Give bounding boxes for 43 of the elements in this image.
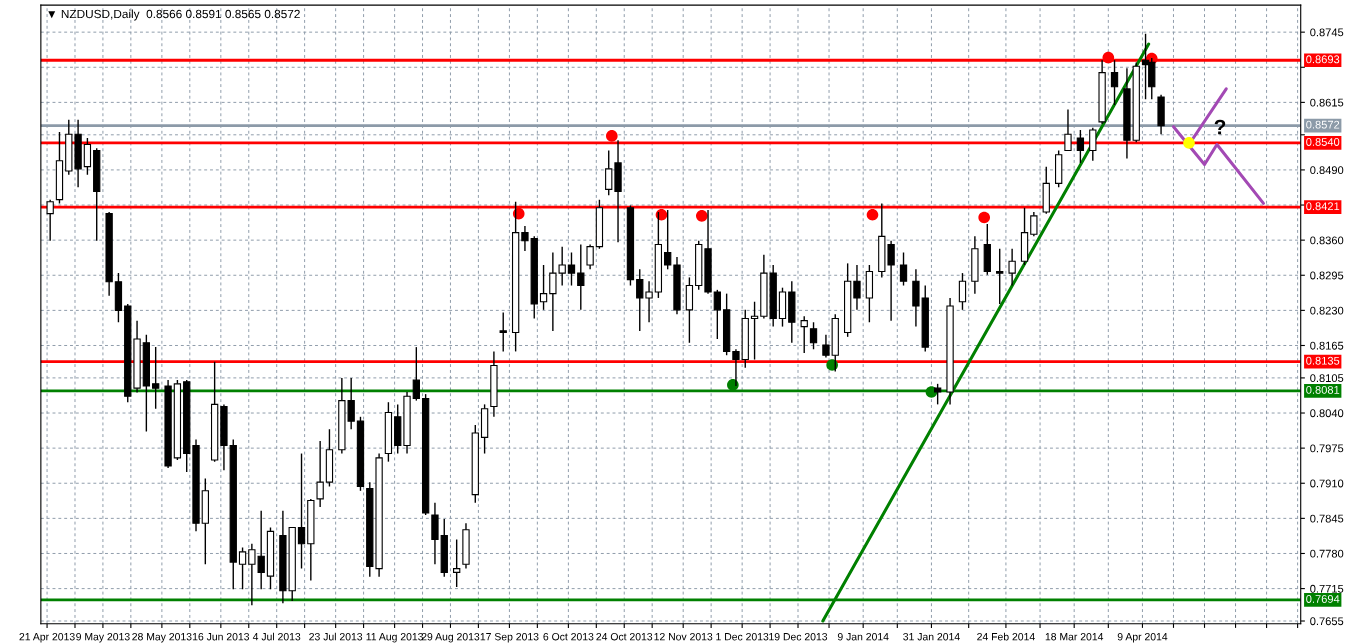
x-tick-label: 4 Jul 2013 [252,632,301,641]
x-tick-label: 24 Feb 2014 [977,632,1035,641]
y-tick-label: 0.7715 [1310,584,1344,593]
y-tick-label: 0.8745 [1310,28,1344,37]
y-tick-label: 0.8165 [1310,341,1344,350]
ref-line-label: 0.8572 [1306,120,1340,129]
x-tick-label: 28 May 2013 [132,633,192,643]
x-tick-label: 19 Dec 2013 [769,633,828,641]
ref-line-label: 0.8081 [1306,385,1340,394]
y-tick-label: 0.7655 [1310,617,1344,626]
x-tick-label: 31 Jan 2014 [903,633,960,641]
ref-line-label: 0.8421 [1306,202,1340,211]
x-tick-label: 18 Mar 2014 [1045,633,1104,641]
x-tick-label: 16 Jun 2013 [192,633,250,641]
y-tick-label: 0.8615 [1310,98,1344,107]
x-tick-label: 12 Nov 2013 [654,633,713,641]
ref-line-label: 0.8693 [1306,55,1340,64]
chart-title: ▼ NZDUSD,Daily 0.8566 0.8591 0.8565 0.8572 [48,9,300,21]
y-tick-label: 0.8105 [1310,374,1344,383]
y-tick-label: 0.7910 [1310,479,1344,488]
x-tick-label: 9 Apr 2014 [1117,633,1168,643]
y-tick-label: 0.8230 [1310,306,1344,315]
x-tick-label: 9 Jan 2014 [837,633,889,641]
x-tick-label: 9 May 2013 [76,633,130,643]
x-tick-label: 6 Oct 2013 [543,633,594,641]
x-tick-label: 24 Oct 2013 [596,633,653,641]
ref-line-label: 0.8540 [1306,138,1340,146]
annotation: ? [1214,119,1226,135]
y-tick-label: 0.8295 [1310,271,1344,280]
x-tick-label: 23 Jul 2013 [309,632,363,641]
y-tick-label: 0.7845 [1310,514,1344,523]
y-tick-label: 0.8360 [1310,236,1344,245]
y-tick-label: 0.7975 [1310,444,1344,453]
x-tick-label: 1 Dec 2013 [716,633,769,641]
x-tick-label: 17 Sep 2013 [480,633,539,643]
ref-line-label: 0.7694 [1306,595,1340,603]
x-tick-label: 11 Aug 2013 [366,633,424,643]
ref-line-label: 0.8135 [1306,356,1340,365]
y-tick-label: 0.8040 [1310,409,1344,418]
y-tick-label: 0.7780 [1310,549,1344,558]
y-tick-label: 0.8490 [1310,166,1344,175]
x-tick-label: 21 Apr 2013 [19,633,75,643]
x-tick-label: 29 Aug 2013 [421,633,480,643]
